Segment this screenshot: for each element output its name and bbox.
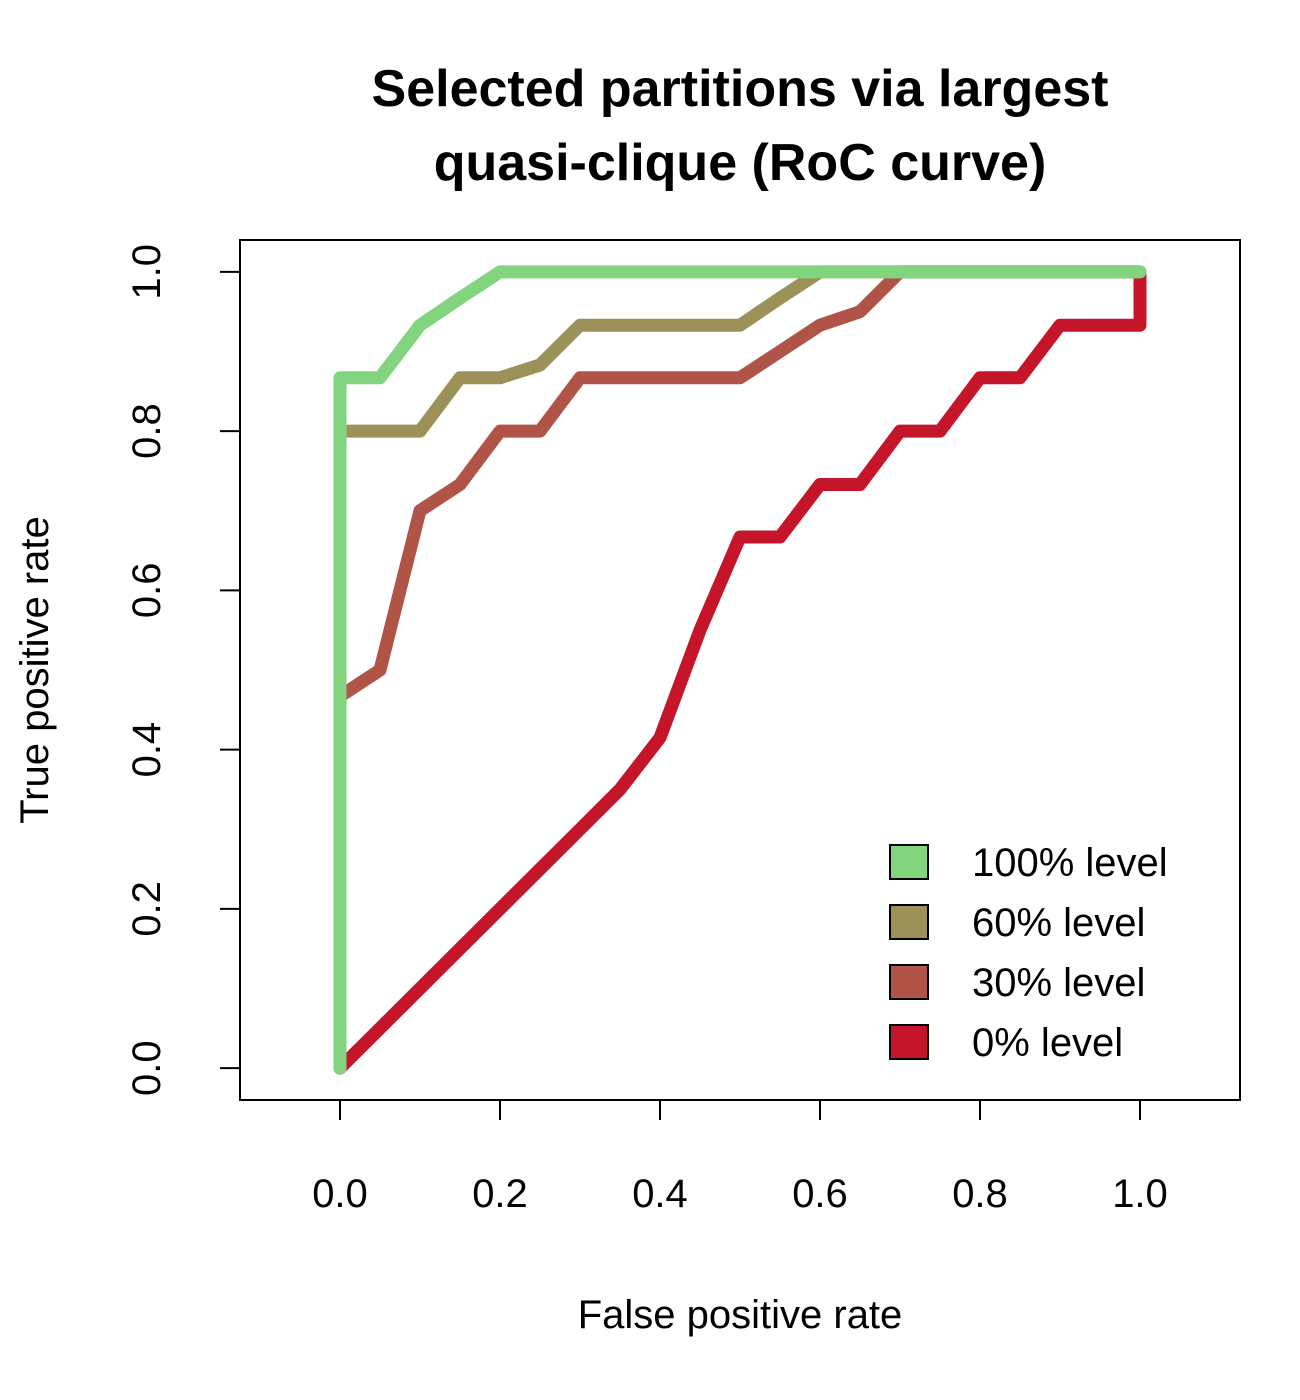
x-tick-label: 0.4	[632, 1172, 688, 1216]
series-line	[333, 265, 1147, 1075]
x-axis-label: False positive rate	[578, 1293, 903, 1337]
y-tick-label: 0.0	[125, 1040, 169, 1096]
y-tick-label: 0.4	[125, 722, 169, 778]
legend-label: 100% level	[972, 841, 1168, 885]
legend-label: 30% level	[972, 961, 1145, 1005]
x-axis: 0.0 0.2 0.4 0.6 0.8 1.0	[312, 1099, 1168, 1216]
chart-title-line-1: Selected partitions via largest	[372, 60, 1109, 118]
series-line	[333, 265, 1147, 1075]
y-tick-label: 0.8	[125, 403, 169, 459]
y-tick-label: 1.0	[125, 244, 169, 300]
legend-label: 60% level	[972, 901, 1145, 945]
y-tick-label: 0.6	[125, 563, 169, 619]
chart-title: Selected partitions via largest quasi-cl…	[372, 60, 1109, 192]
chart-title-line-2: quasi-clique (RoC curve)	[434, 134, 1047, 192]
series-line	[333, 265, 1147, 1075]
legend-swatch	[889, 904, 929, 940]
x-tick-label: 0.6	[792, 1172, 848, 1216]
x-tick-label: 1.0	[1112, 1172, 1168, 1216]
y-axis-label: True positive rate	[13, 516, 57, 824]
legend-label: 0% level	[972, 1021, 1123, 1065]
y-tick-label: 0.2	[125, 881, 169, 937]
legend-swatch	[889, 844, 929, 880]
legend-swatch	[889, 964, 929, 1000]
y-axis: 0.0 0.2 0.4 0.6 0.8 1.0	[125, 244, 241, 1096]
x-tick-label: 0.2	[472, 1172, 528, 1216]
legend-swatch	[889, 1024, 929, 1060]
x-tick-label: 0.0	[312, 1172, 368, 1216]
series-group	[333, 265, 1147, 1075]
legend: 100% level 60% level 30% level 0% level	[889, 841, 1168, 1065]
x-tick-label: 0.8	[952, 1172, 1008, 1216]
series-line	[333, 265, 1147, 1075]
